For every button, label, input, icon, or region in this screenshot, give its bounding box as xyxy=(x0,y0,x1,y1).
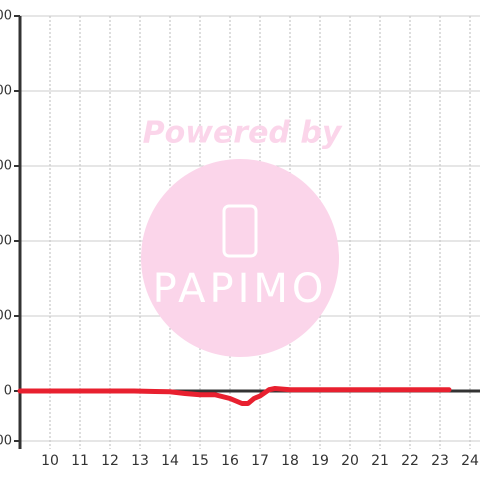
x-tick-label: 18 xyxy=(281,453,299,469)
data-line xyxy=(17,386,452,406)
y-tick-label: 60,000 xyxy=(0,234,12,249)
y-tick-label: 90,000 xyxy=(0,159,12,174)
x-tick-label: 11 xyxy=(71,453,89,469)
x-tick-label: 16 xyxy=(221,453,239,469)
x-tick-label: 22 xyxy=(401,453,419,469)
y-tick-label: 30,000 xyxy=(0,309,12,324)
y-tick-label: 0 xyxy=(4,384,12,399)
x-tick-label: 17 xyxy=(251,453,269,469)
watermark-text: Powered by xyxy=(143,116,343,151)
y-tick-label: 120,000 xyxy=(0,84,12,99)
x-tick-label: 13 xyxy=(131,453,149,469)
watermark-logo: PAPIMO xyxy=(153,266,328,312)
watermark-icon xyxy=(222,204,258,258)
x-tick-label: 10 xyxy=(41,453,59,469)
y-tick-label: -20,000 xyxy=(0,434,12,449)
x-tick-label: 19 xyxy=(311,453,329,469)
x-tick-label: 14 xyxy=(161,453,179,469)
watermark-circle xyxy=(141,159,339,357)
x-tick-label: 12 xyxy=(101,453,119,469)
y-tick-label: 150,000 xyxy=(0,9,12,24)
x-tick-label: 23 xyxy=(431,453,449,469)
x-tick-label: 21 xyxy=(371,453,389,469)
x-tick-label: 15 xyxy=(191,453,209,469)
x-tick-label: 20 xyxy=(341,453,359,469)
x-tick-label: 24 xyxy=(461,453,479,469)
